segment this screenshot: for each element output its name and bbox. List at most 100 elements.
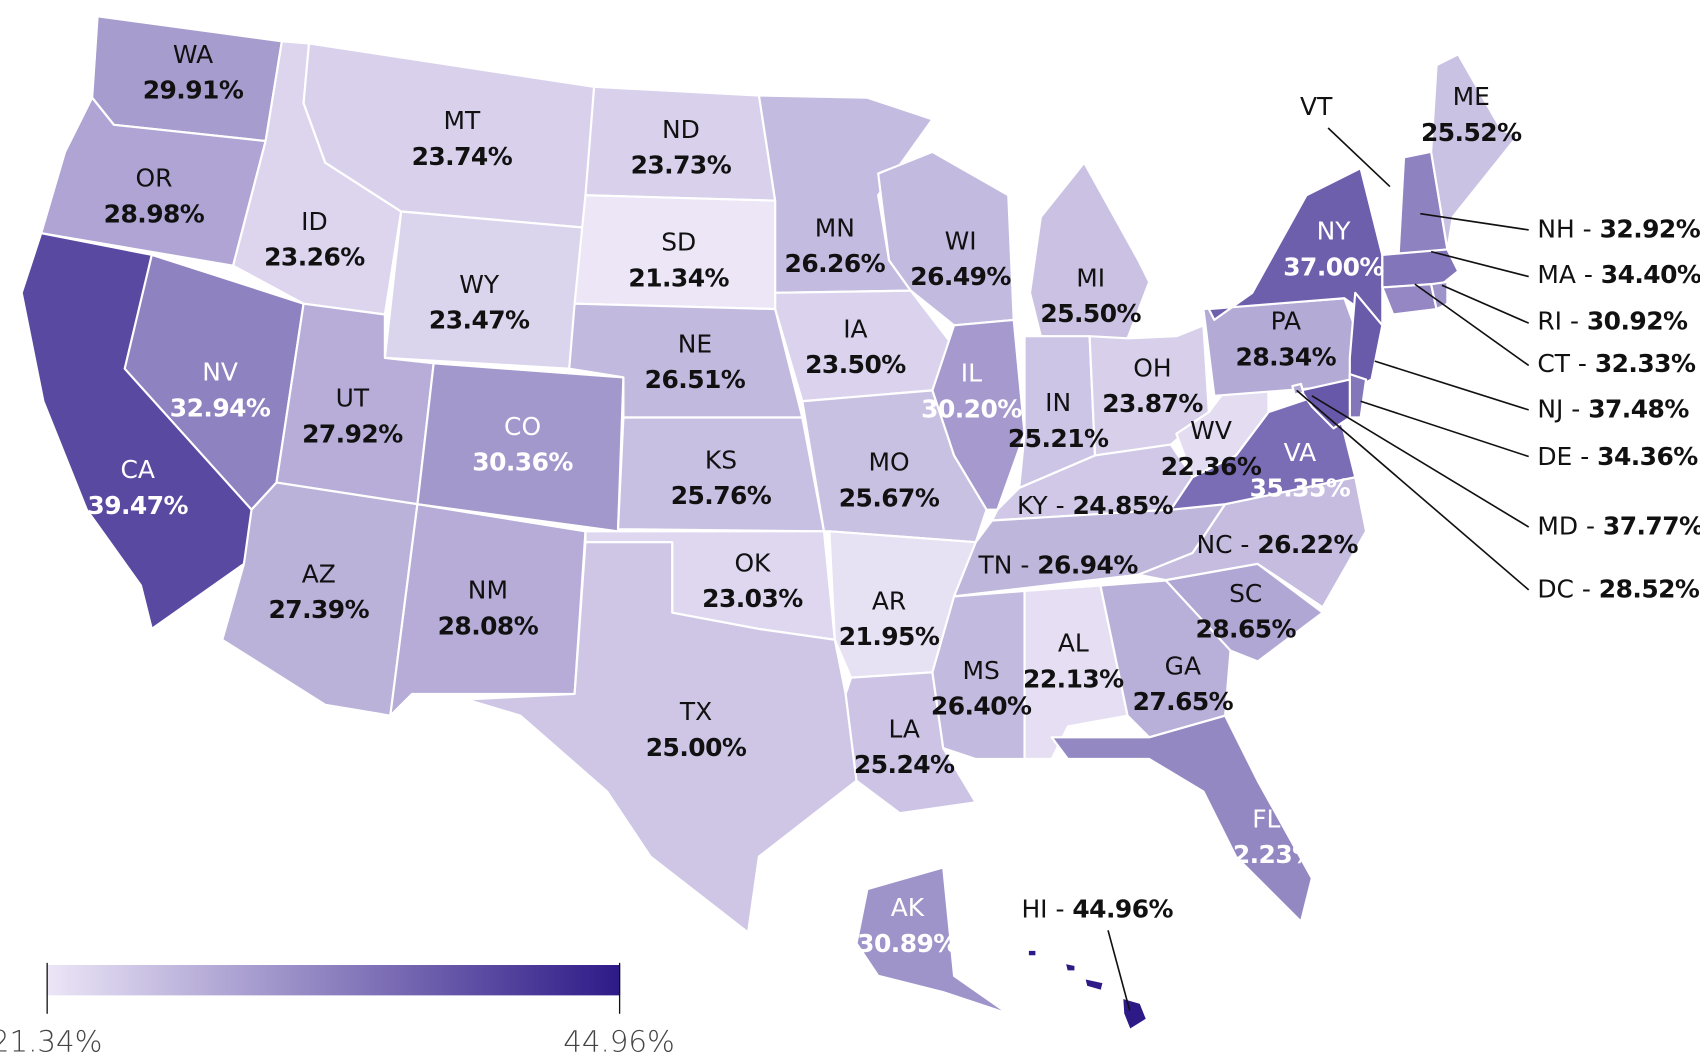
state-name-label: NY — [1317, 217, 1352, 246]
leader-line-nj — [1374, 360, 1529, 411]
state-value-label: 26.94% — [1037, 551, 1138, 580]
state-ia[interactable] — [774, 289, 956, 403]
state-name-label: IN — [1045, 388, 1071, 417]
state-name-label: WY — [459, 270, 500, 299]
state-inline-label: CT - 32.33% — [1537, 349, 1696, 378]
state-value-label: 23.47% — [429, 306, 530, 335]
state-name-label: ID — [301, 207, 328, 236]
state-value-label: 26.49% — [910, 262, 1011, 291]
state-name-label: OK — [734, 548, 771, 577]
state-name-label: PA — [1271, 307, 1301, 336]
state-inline-label: NC - 26.22% — [1196, 530, 1358, 559]
state-name-label: HI — [1021, 894, 1047, 923]
state-de[interactable] — [1348, 373, 1368, 419]
state-value-label: 28.52% — [1599, 574, 1700, 603]
state-tx[interactable] — [465, 541, 858, 934]
state-value-label: 26.51% — [645, 365, 746, 394]
state-name-label: KS — [705, 445, 737, 474]
state-value-label: 25.76% — [671, 481, 772, 510]
state-inline-label: HI - 44.96% — [1021, 894, 1173, 923]
state-inline-label: MA - 34.40% — [1537, 260, 1700, 289]
state-name-label: DE — [1537, 442, 1572, 471]
state-ma[interactable] — [1381, 248, 1460, 289]
leader-line-dc — [1296, 389, 1530, 591]
state-hi[interactable] — [1026, 948, 1149, 1032]
state-value-label: 25.67% — [839, 483, 940, 512]
state-inline-label: MD - 37.77% — [1537, 512, 1700, 541]
state-name-label: AL — [1058, 629, 1089, 658]
state-name-label: NC — [1196, 530, 1232, 559]
state-value-label: 28.65% — [1195, 615, 1296, 644]
state-name-label: NM — [468, 576, 508, 605]
state-name-label: MI — [1076, 263, 1105, 292]
state-value-label: 44.96% — [1072, 894, 1173, 923]
state-value-label: 29.91% — [143, 76, 244, 105]
state-inline-label: NJ - 37.48% — [1537, 394, 1689, 423]
state-name-label: NJ — [1537, 394, 1563, 423]
state-name-label: CO — [504, 412, 541, 441]
label-separator: - — [1048, 894, 1073, 923]
state-value-label: 27.65% — [1133, 687, 1234, 716]
state-il[interactable] — [931, 318, 1026, 511]
state-value-label: 34.40% — [1601, 260, 1700, 289]
leader-line-vt — [1327, 127, 1391, 188]
state-name-label: AR — [872, 586, 906, 615]
state-value-label: 23.74% — [412, 142, 513, 171]
state-value-label: 28.08% — [438, 611, 539, 640]
state-ct[interactable] — [1381, 283, 1438, 316]
state-name-label: NV — [202, 358, 238, 387]
state-mi[interactable] — [1028, 161, 1151, 340]
leader-line-nh — [1420, 212, 1529, 231]
state-nm[interactable] — [389, 503, 587, 717]
state-value-label: 32.94% — [170, 393, 271, 422]
state-value-label: 23.26% — [264, 243, 365, 272]
label-separator: - — [1575, 215, 1600, 244]
state-name-label: AZ — [302, 559, 336, 588]
state-value-label: 37.48% — [1588, 394, 1689, 423]
state-name-label: IL — [961, 359, 982, 388]
state-ak[interactable] — [855, 866, 1010, 1015]
state-value-label: 22.36% — [1161, 452, 1262, 481]
state-value-label: 21.34% — [628, 263, 729, 292]
state-value-label: 27.92% — [302, 419, 403, 448]
legend-max-label: 44.96% — [563, 1025, 675, 1054]
state-fl[interactable] — [1050, 714, 1313, 923]
leader-line-md — [1311, 395, 1530, 528]
state-inline-label: RI - 30.92% — [1537, 307, 1688, 336]
state-name-label: SD — [661, 228, 696, 257]
state-name-label: GA — [1165, 651, 1201, 680]
leader-line-hi — [1107, 930, 1131, 1011]
state-dc[interactable] — [1291, 382, 1305, 396]
leader-lines — [1107, 127, 1530, 1011]
state-wv[interactable] — [1175, 378, 1270, 479]
state-nc[interactable] — [1137, 476, 1368, 609]
state-value-label: 37.77% — [1603, 512, 1700, 541]
label-separator: - — [1572, 442, 1597, 471]
state-value-label: 26.22% — [1257, 530, 1358, 559]
state-value-label: 30.36% — [472, 448, 573, 477]
state-value-label: 23.73% — [631, 151, 732, 180]
state-name-label: OR — [135, 164, 172, 193]
state-value-label: 30.20% — [921, 394, 1022, 423]
state-name-label: WI — [945, 226, 977, 255]
leader-line-ri — [1441, 284, 1530, 324]
legend-gradient-bar — [46, 965, 621, 996]
state-name-label: TX — [679, 697, 712, 726]
state-value-label: 23.50% — [805, 350, 906, 379]
state-name-label: TN — [978, 551, 1013, 580]
state-name-label: CA — [120, 455, 154, 484]
state-inline-label: TN - 26.94% — [978, 551, 1139, 580]
states-layer — [20, 15, 1519, 1032]
state-name-label: FL — [1252, 804, 1280, 833]
label-separator: - — [1562, 307, 1587, 336]
state-value-label: 21.95% — [839, 622, 940, 651]
leader-line-ct — [1414, 283, 1530, 367]
state-ri[interactable] — [1430, 280, 1449, 311]
state-name-label: MD — [1537, 512, 1578, 541]
state-name-label: KY — [1017, 491, 1048, 520]
state-me[interactable] — [1430, 53, 1519, 251]
state-name-label: AK — [891, 893, 925, 922]
state-name-label: NH — [1537, 215, 1574, 244]
state-value-label: 23.03% — [702, 584, 803, 613]
